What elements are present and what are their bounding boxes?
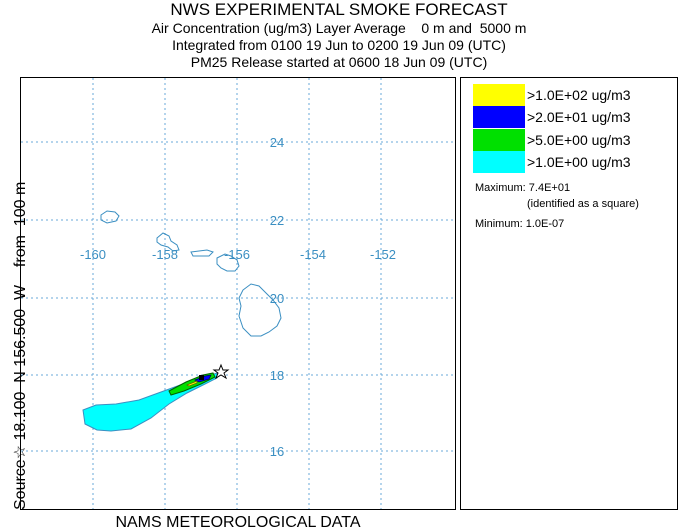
legend-label: >1.0E+00 ug/m3: [527, 154, 631, 170]
map-svg: -160 -158 -156 -154 -152 24 22 20 18 16: [21, 78, 455, 509]
legend-panel: >1.0E+02 ug/m3 >2.0E+01 ug/m3 >5.0E+00 u…: [460, 77, 678, 510]
legend-label: >1.0E+02 ug/m3: [527, 87, 631, 103]
lat-label: 24: [270, 135, 284, 150]
legend-swatch: [473, 84, 525, 106]
legend-label: >2.0E+01 ug/m3: [527, 109, 631, 125]
minimum-value: Minimum: 1.0E-07: [475, 218, 565, 230]
subtitle-integration: Integrated from 0100 19 Jun to 0200 19 J…: [172, 37, 506, 53]
subtitle-release: PM25 Release started at 0600 18 Jun 09 (…: [190, 54, 488, 70]
lon-label: -160: [80, 247, 106, 262]
legend-swatch: [473, 106, 525, 128]
subtitle-concentration: Air Concentration (ug/m3) Layer Average …: [151, 20, 527, 36]
maximum-square-marker: [199, 375, 204, 380]
lat-label: 22: [270, 213, 284, 228]
lon-label: -154: [300, 247, 326, 262]
island-oahu: [156, 232, 180, 252]
island-molokai: [190, 249, 214, 257]
legend-label: >5.0E+00 ug/m3: [527, 132, 631, 148]
legend-swatch: [473, 151, 525, 173]
star-icon: [212, 363, 230, 380]
data-source-label: NAMS METEOROLOGICAL DATA: [115, 514, 361, 531]
plume-contour-1e2: [186, 380, 198, 387]
lat-label: 20: [270, 291, 284, 306]
map-title: NWS EXPERIMENTAL SMOKE FORECAST: [170, 0, 508, 19]
legend-swatch: [473, 129, 525, 151]
lat-label: 16: [270, 444, 284, 459]
lon-label: -156: [224, 247, 250, 262]
lon-label: -152: [370, 247, 396, 262]
island-niihau-kauai: [100, 210, 120, 224]
lat-label: 18: [270, 368, 284, 383]
island-maui: [216, 253, 240, 272]
lon-label: -158: [152, 247, 178, 262]
maximum-value: Maximum: 7.4E+01: [475, 182, 571, 194]
island-hawaii: [238, 283, 282, 337]
map-panel: -160 -158 -156 -154 -152 24 22 20 18 16: [20, 77, 456, 510]
maximum-note: (identified as a square): [527, 198, 639, 210]
